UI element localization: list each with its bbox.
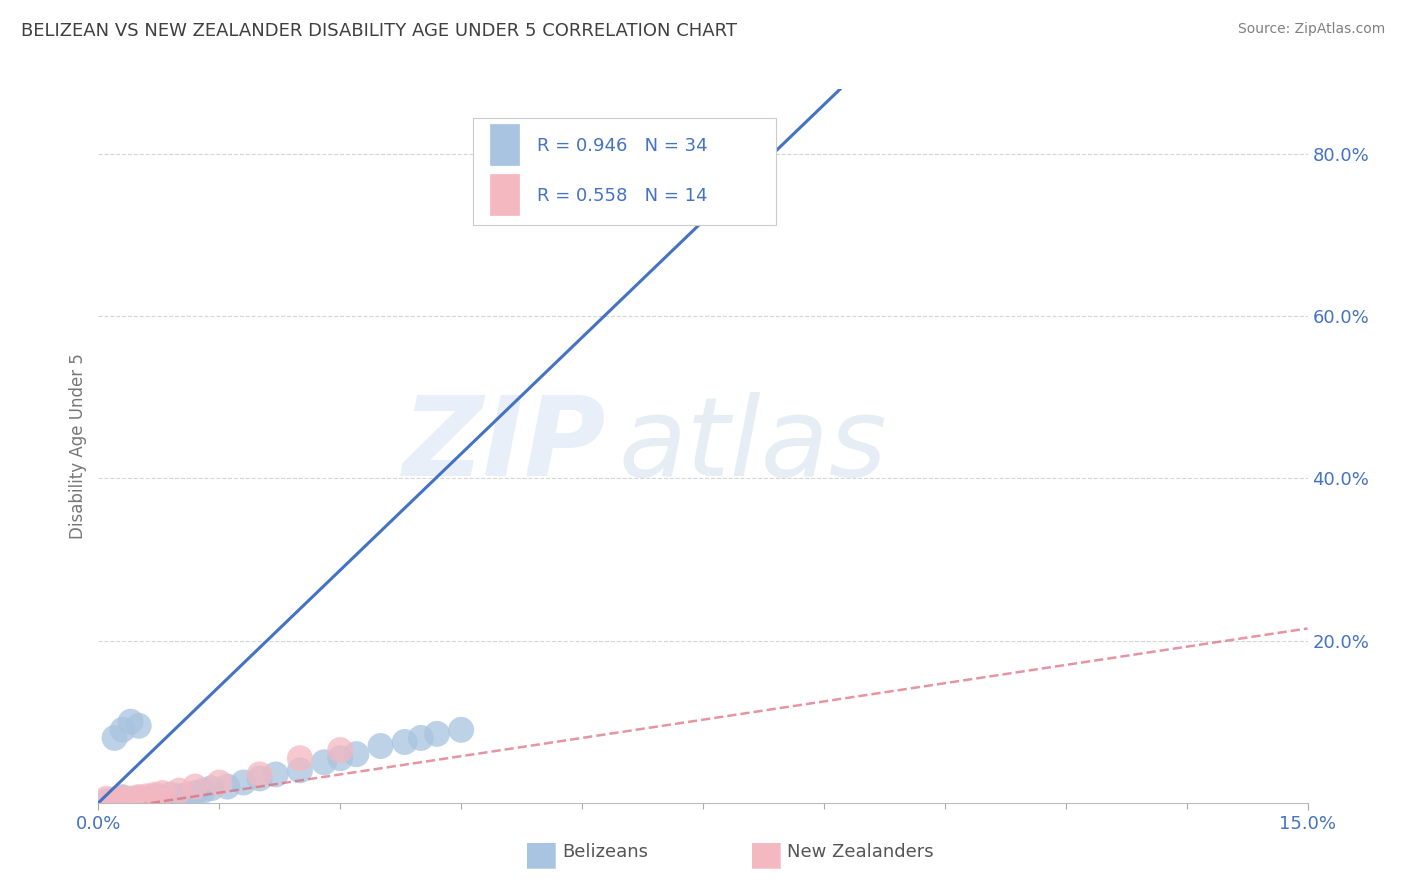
- Point: [394, 735, 416, 749]
- Point: [426, 727, 449, 741]
- Point: [143, 788, 166, 802]
- Point: [111, 791, 134, 805]
- Text: BELIZEAN VS NEW ZEALANDER DISABILITY AGE UNDER 5 CORRELATION CHART: BELIZEAN VS NEW ZEALANDER DISABILITY AGE…: [21, 22, 737, 40]
- Point: [128, 790, 150, 805]
- Point: [103, 792, 125, 806]
- Text: New Zealanders: New Zealanders: [787, 843, 934, 861]
- Point: [184, 786, 207, 800]
- Point: [167, 789, 190, 804]
- Text: ZIP: ZIP: [402, 392, 606, 500]
- Point: [96, 794, 118, 808]
- Point: [232, 775, 254, 789]
- Point: [120, 791, 142, 805]
- Point: [193, 783, 215, 797]
- Point: [128, 791, 150, 805]
- Point: [111, 790, 134, 805]
- Point: [135, 789, 157, 804]
- Point: [329, 751, 352, 765]
- Point: [176, 788, 198, 802]
- Point: [135, 791, 157, 805]
- FancyBboxPatch shape: [491, 124, 519, 165]
- Point: [450, 723, 472, 737]
- Point: [288, 764, 311, 778]
- Point: [288, 751, 311, 765]
- Point: [344, 747, 367, 761]
- Text: Belizeans: Belizeans: [562, 843, 648, 861]
- Text: Source: ZipAtlas.com: Source: ZipAtlas.com: [1237, 22, 1385, 37]
- Point: [264, 767, 287, 781]
- FancyBboxPatch shape: [491, 174, 519, 215]
- Point: [208, 775, 231, 789]
- Point: [184, 780, 207, 794]
- Point: [160, 788, 183, 802]
- Point: [329, 743, 352, 757]
- FancyBboxPatch shape: [474, 118, 776, 225]
- Point: [120, 714, 142, 729]
- Point: [200, 781, 222, 796]
- Point: [120, 792, 142, 806]
- Point: [249, 772, 271, 786]
- Point: [314, 756, 336, 770]
- Y-axis label: Disability Age Under 5: Disability Age Under 5: [69, 353, 87, 539]
- Point: [370, 739, 392, 753]
- Point: [152, 786, 174, 800]
- Point: [167, 783, 190, 797]
- Text: R = 0.558   N = 14: R = 0.558 N = 14: [537, 187, 707, 205]
- Text: R = 0.946   N = 34: R = 0.946 N = 34: [537, 137, 709, 155]
- Point: [111, 723, 134, 737]
- Point: [152, 791, 174, 805]
- Point: [111, 791, 134, 805]
- Point: [103, 731, 125, 745]
- Point: [128, 719, 150, 733]
- Point: [217, 780, 239, 794]
- Point: [249, 767, 271, 781]
- Point: [143, 789, 166, 804]
- Point: [571, 179, 593, 194]
- Point: [409, 731, 432, 745]
- Point: [612, 163, 634, 178]
- Point: [103, 793, 125, 807]
- Point: [96, 791, 118, 805]
- Text: atlas: atlas: [619, 392, 887, 500]
